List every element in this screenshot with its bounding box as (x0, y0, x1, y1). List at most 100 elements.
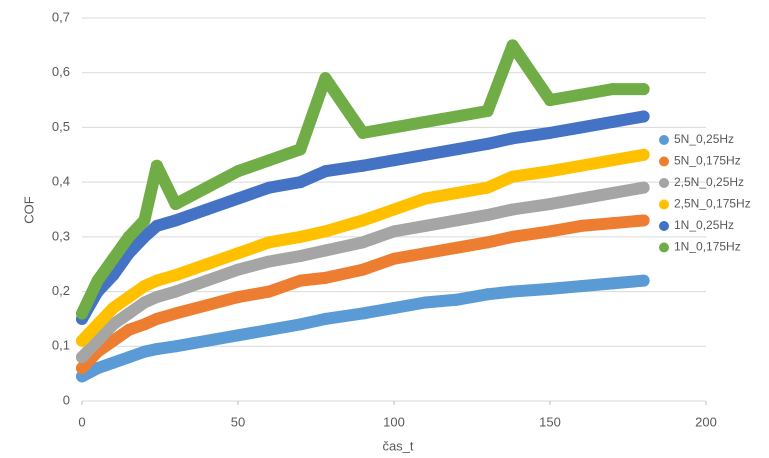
point (122, 351, 135, 364)
point (388, 203, 400, 216)
point (356, 126, 369, 139)
point (319, 165, 332, 178)
point (481, 236, 494, 249)
legend-label: 5N_0,175Hz (674, 154, 741, 168)
point (356, 236, 369, 249)
point (637, 214, 650, 227)
point (450, 241, 463, 254)
point (169, 198, 182, 211)
point (450, 143, 463, 156)
point (150, 343, 163, 356)
point (481, 181, 494, 194)
point (506, 170, 519, 183)
legend-marker (659, 156, 669, 167)
series-band (76, 39, 650, 320)
x-tick-label: 50 (231, 414, 245, 429)
point (200, 334, 213, 347)
point (606, 115, 619, 128)
legend-label: 2,5N_0,175Hz (674, 197, 751, 211)
point (91, 334, 104, 347)
y-tick-label: 0,1 (52, 338, 70, 353)
point (419, 115, 432, 128)
point (232, 192, 244, 205)
point (544, 225, 556, 238)
point (419, 148, 432, 161)
point (575, 280, 588, 293)
point (232, 291, 244, 304)
point (356, 307, 369, 320)
point (575, 121, 588, 134)
point (575, 219, 588, 232)
point (544, 165, 556, 178)
point (388, 121, 400, 134)
point (419, 219, 432, 232)
point (419, 296, 432, 309)
point (263, 323, 276, 336)
point (169, 285, 182, 298)
point (506, 39, 519, 52)
point (606, 83, 619, 96)
point (150, 159, 163, 172)
point (91, 318, 104, 331)
point (544, 198, 556, 211)
legend-marker (659, 242, 669, 253)
point (138, 345, 151, 358)
point (319, 312, 332, 325)
point (232, 247, 244, 260)
point (150, 312, 163, 325)
point (319, 225, 332, 238)
point (450, 293, 463, 306)
series-band (76, 181, 650, 364)
legend-marker (659, 221, 669, 231)
point (481, 105, 494, 118)
point (263, 154, 276, 167)
point (232, 263, 244, 276)
point (138, 230, 151, 243)
point (76, 351, 88, 364)
point (294, 274, 307, 287)
point (319, 244, 332, 257)
point (637, 83, 650, 96)
y-tick-label: 0,4 (52, 174, 70, 189)
point (294, 143, 307, 156)
series-band (76, 148, 650, 347)
point (544, 282, 556, 295)
point (91, 362, 104, 375)
y-tick-label: 0,7 (52, 9, 70, 24)
point (481, 208, 494, 221)
point (150, 274, 163, 287)
point (232, 165, 244, 178)
point (122, 323, 135, 336)
point (544, 94, 556, 107)
point (169, 340, 182, 353)
point (76, 307, 88, 320)
y-tick-label: 0,3 (52, 228, 70, 243)
legend-label: 1N_0,25Hz (674, 218, 734, 232)
x-tick-label: 200 (695, 414, 717, 429)
point (107, 252, 120, 265)
point (107, 334, 120, 347)
point (450, 110, 463, 123)
point (263, 236, 276, 249)
point (122, 291, 135, 304)
point (637, 181, 650, 194)
point (200, 299, 213, 312)
y-tick-label: 0,2 (52, 283, 70, 298)
point (294, 318, 307, 331)
point (606, 277, 619, 290)
point (637, 148, 650, 161)
point (138, 296, 151, 309)
point (232, 329, 244, 342)
point (76, 334, 88, 347)
point (319, 72, 332, 85)
series-band (76, 214, 650, 375)
series-band (76, 274, 650, 383)
legend-marker (659, 135, 669, 145)
point (122, 230, 135, 243)
point (200, 203, 213, 216)
point (575, 192, 588, 205)
point (122, 307, 135, 320)
point (356, 214, 369, 227)
point (606, 187, 619, 200)
